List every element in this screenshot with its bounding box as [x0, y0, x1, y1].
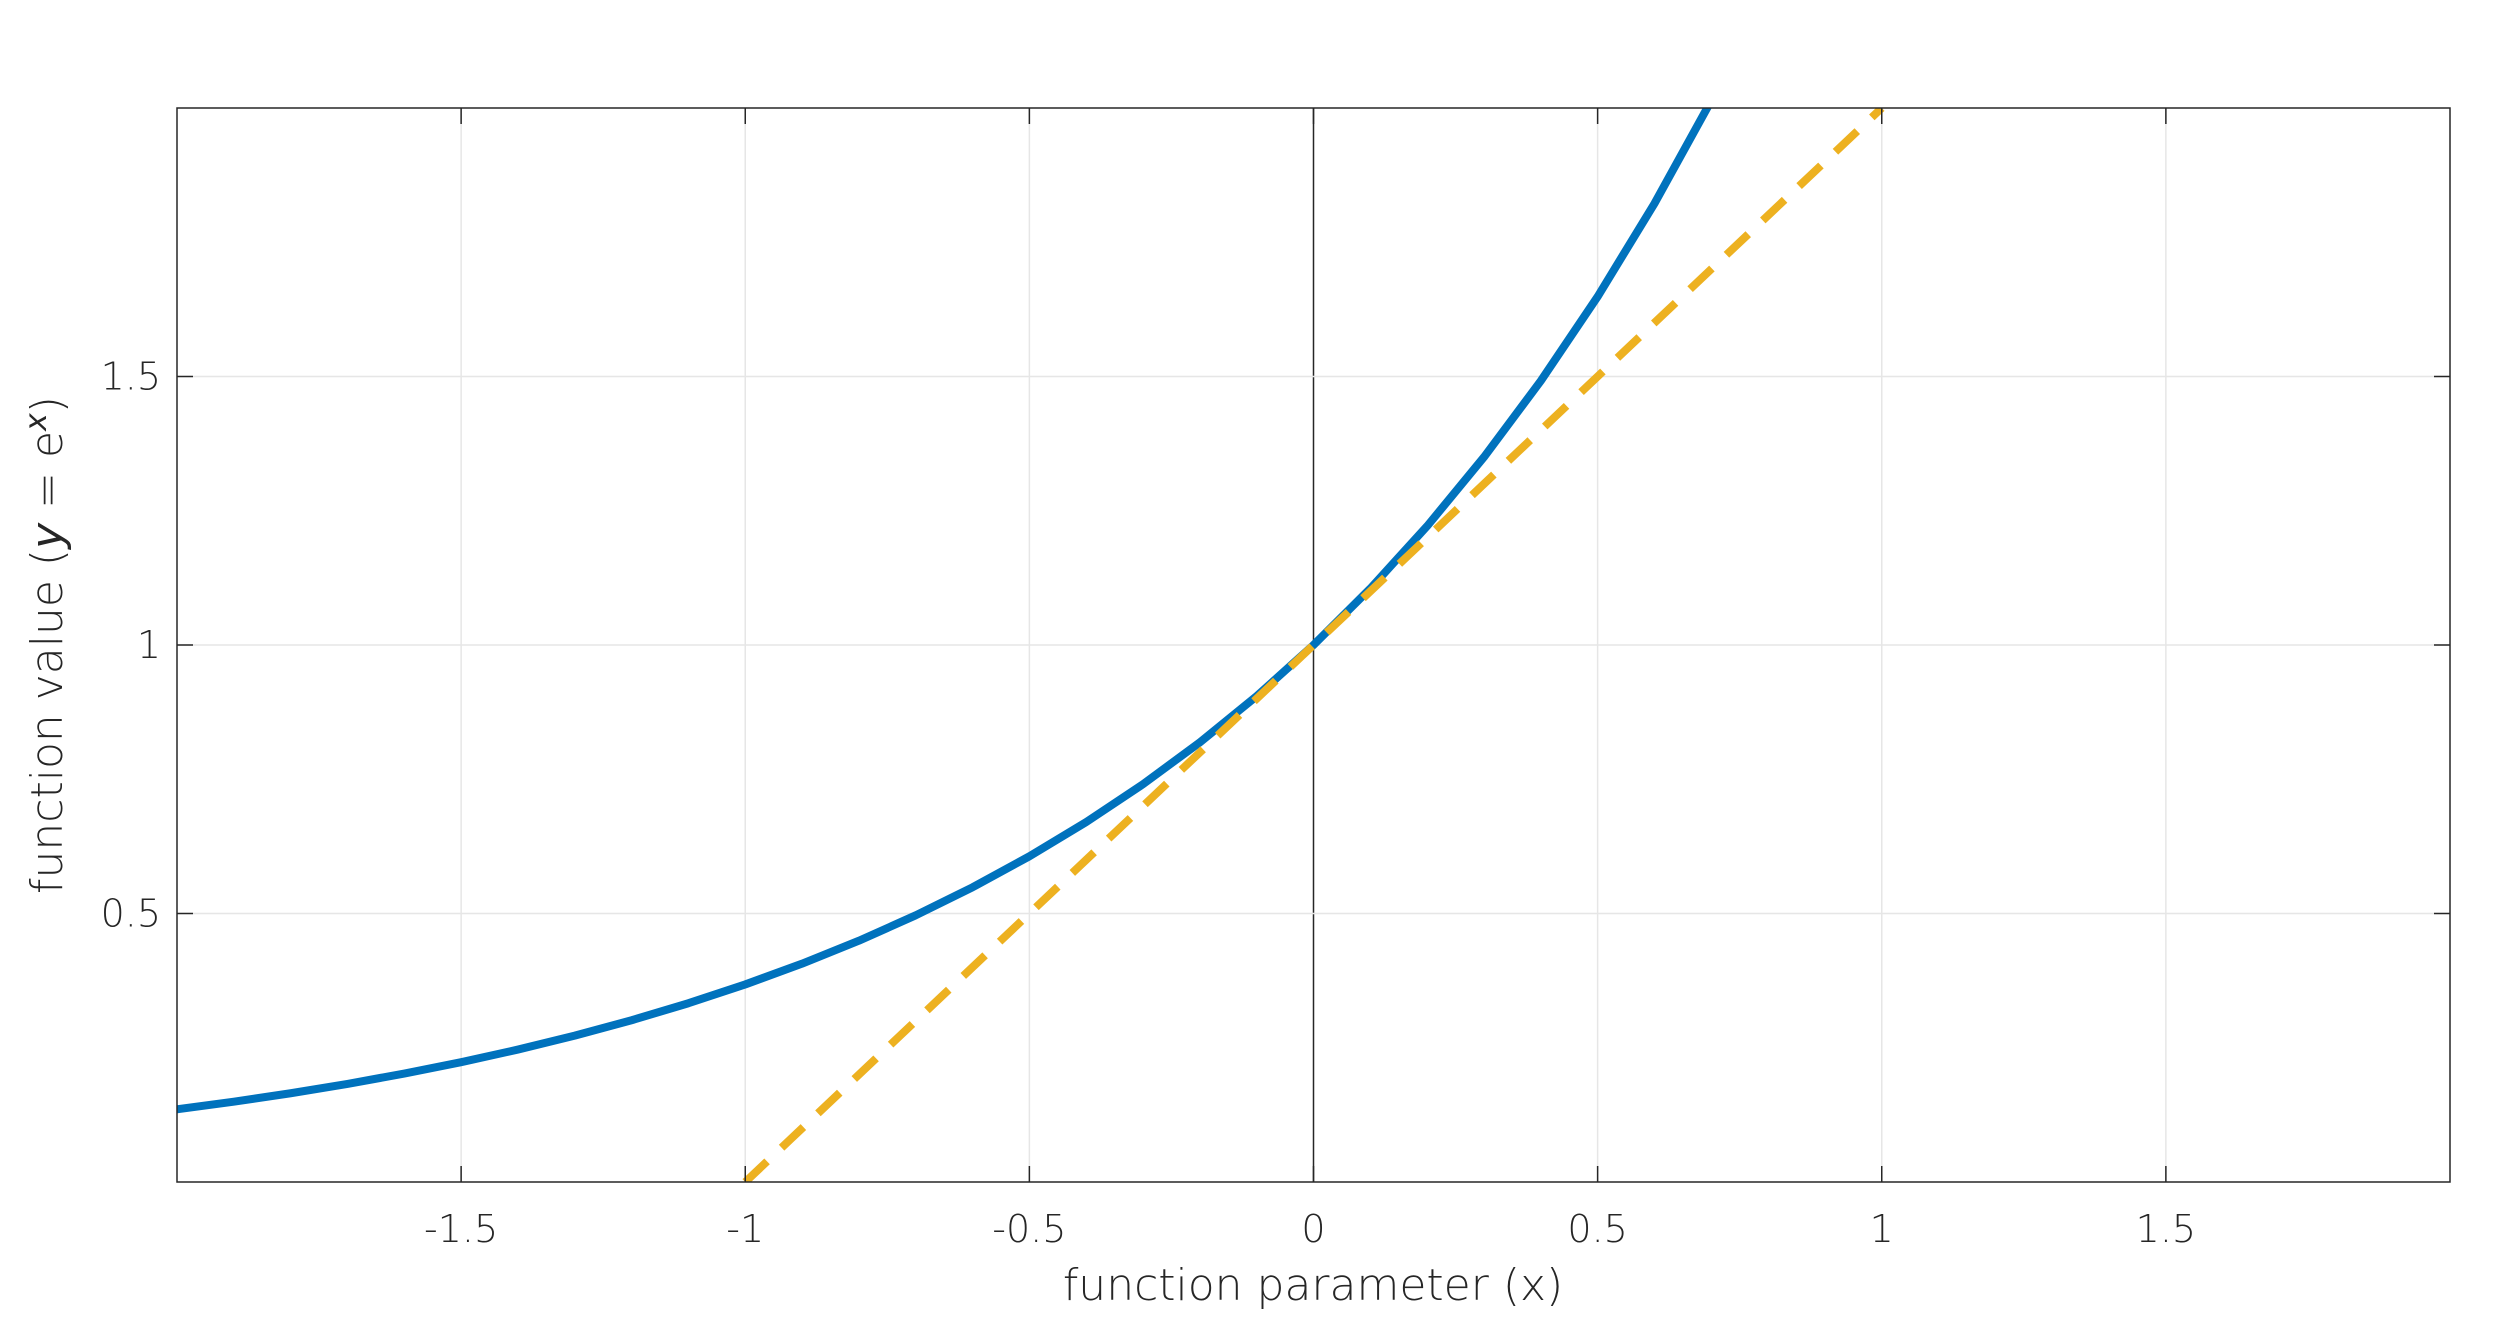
- x-axis-label: function parameter (x): [1063, 1260, 1563, 1311]
- x-tick-label: -1.5: [424, 1207, 498, 1251]
- x-tick-label: 1: [1870, 1207, 1894, 1251]
- x-tick-label: 0: [1301, 1207, 1325, 1251]
- series-line: [177, 108, 1712, 1114]
- y-tick-label: 0.5: [101, 892, 161, 936]
- y-axis-label-part: function value (: [22, 549, 73, 894]
- y-tick-label: 1.5: [101, 355, 161, 399]
- y-axis-label-part: y: [22, 522, 73, 551]
- y-axis-label-part: ): [22, 396, 73, 413]
- x-tick-label: 0.5: [1567, 1207, 1627, 1251]
- y-axis-label-part: = e: [22, 431, 73, 523]
- y-tick-label: 1: [137, 623, 161, 667]
- y-axis-label-part: x: [19, 413, 54, 432]
- lines: [177, 108, 1885, 1182]
- x-tick-label: 1.5: [2136, 1207, 2196, 1251]
- x-tick-label: -1: [726, 1207, 764, 1251]
- y-axis-label: function value (y = ex): [19, 396, 73, 894]
- x-tick-label: -0.5: [992, 1207, 1066, 1251]
- grid: [177, 108, 2450, 1182]
- series-line: [742, 108, 1885, 1182]
- ticks: -1.5 -1 -0.5 0 0.5 1 1.5 0.5 1 1.5: [101, 108, 2450, 1251]
